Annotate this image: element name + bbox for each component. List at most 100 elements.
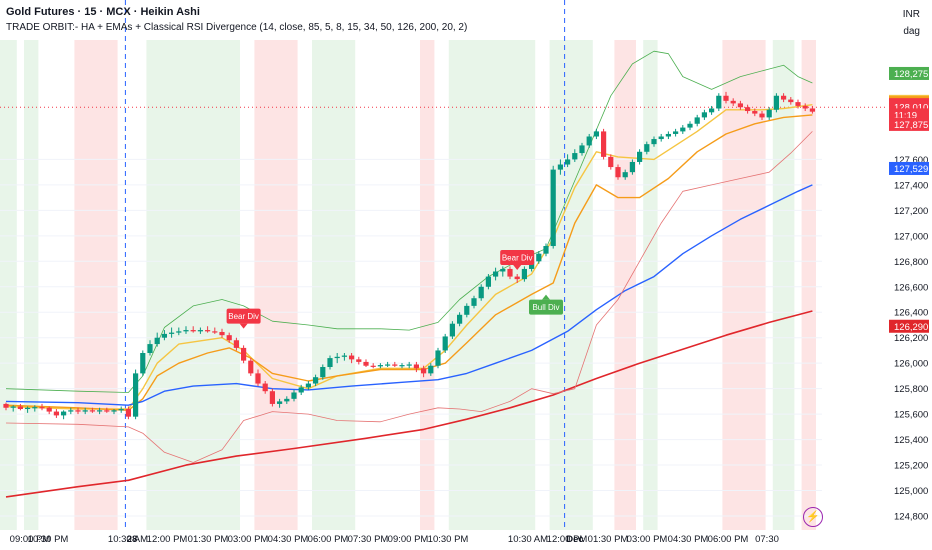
candle-body xyxy=(622,172,628,178)
label-text: Bear Div xyxy=(228,312,259,321)
candle-body xyxy=(68,410,74,412)
candle xyxy=(471,295,477,309)
candle-body xyxy=(75,410,81,412)
candle xyxy=(313,374,319,387)
lightning-bolt-icon[interactable]: ⚡ xyxy=(803,507,823,527)
candle-body xyxy=(161,333,167,338)
candle-body xyxy=(543,246,549,254)
candle xyxy=(10,405,16,412)
candle xyxy=(183,326,189,334)
label-text: Bear Div xyxy=(502,253,533,262)
candle xyxy=(89,407,95,413)
candle-body xyxy=(586,136,592,146)
candle-body xyxy=(169,332,175,334)
candle-body xyxy=(233,340,239,348)
candle-body xyxy=(680,127,686,132)
session-label[interactable]: dag xyxy=(903,26,920,37)
candle-body xyxy=(413,364,419,369)
x-tick-label: 06:00 PM xyxy=(308,534,349,545)
candle-body xyxy=(356,359,362,362)
bear-divergence-label: Bear Div xyxy=(226,308,261,329)
x-tick-label: 03:00 PM xyxy=(228,534,269,545)
candle xyxy=(795,99,801,109)
candle xyxy=(392,361,398,368)
candle-body xyxy=(140,352,146,374)
candle-body xyxy=(341,355,347,357)
candle xyxy=(781,93,787,103)
bull-divergence-label: Bull Div xyxy=(529,294,563,315)
candle xyxy=(154,332,160,347)
candle-body xyxy=(39,407,45,409)
candle-body xyxy=(305,383,311,388)
candle xyxy=(320,364,326,380)
candle-body xyxy=(651,139,657,145)
indicator-line xyxy=(5,50,813,393)
price-label-box xyxy=(889,319,929,333)
x-tick-label: 06:00 PM xyxy=(708,534,749,545)
candle xyxy=(413,361,419,373)
candle-body xyxy=(493,271,499,277)
candle-body xyxy=(802,105,808,109)
x-tick-label: 12:00 PM xyxy=(147,534,188,545)
candle xyxy=(745,104,751,114)
candle xyxy=(637,149,643,165)
candle-body xyxy=(392,364,398,366)
candle xyxy=(233,337,239,351)
y-tick-label: 126,800 xyxy=(894,257,928,268)
x-tick-label: 09:00 PM xyxy=(388,534,429,545)
y-tick-label: 126,000 xyxy=(894,359,928,370)
candle xyxy=(493,267,499,281)
candle-body xyxy=(183,330,189,332)
candle xyxy=(694,114,700,127)
candle xyxy=(644,141,650,155)
y-tick-label: 126,200 xyxy=(894,333,928,344)
candle-body xyxy=(154,337,160,345)
x-tick-label: 10:30 AM xyxy=(508,534,548,545)
candle-body xyxy=(17,406,23,410)
bear-divergence-label: Bear Div xyxy=(500,249,535,270)
background-band xyxy=(643,40,658,530)
candle xyxy=(341,352,347,361)
x-tick-label: 07:30 xyxy=(755,534,779,545)
candle-body xyxy=(363,361,369,366)
price-label-text: 11:19 xyxy=(894,110,917,121)
candle-body xyxy=(478,286,484,299)
candle xyxy=(802,103,808,112)
candle xyxy=(766,107,772,120)
y-tick-label: 125,200 xyxy=(894,461,928,472)
indicator-line xyxy=(5,184,813,406)
x-tick-label: 01:30 PM xyxy=(588,534,629,545)
candle xyxy=(730,98,736,106)
candle xyxy=(478,284,484,301)
candle xyxy=(140,350,146,376)
candle xyxy=(752,108,758,117)
candle xyxy=(622,169,628,180)
symbol-title[interactable]: Gold Futures · 15 · MCX · Heikin Ashi xyxy=(6,6,200,18)
candle-body xyxy=(125,409,131,417)
background-band xyxy=(0,40,17,530)
candle xyxy=(61,410,67,420)
candle-body xyxy=(737,103,743,108)
candle-body xyxy=(104,410,110,412)
candle xyxy=(176,327,182,336)
candle-body xyxy=(327,358,333,368)
indicator-legend[interactable]: TRADE ORBIT:- HA + EMAs + Classical RSI … xyxy=(6,22,468,33)
candle xyxy=(550,165,556,249)
candle xyxy=(25,406,31,413)
y-tick-label: 127,200 xyxy=(894,206,928,217)
candle xyxy=(680,125,686,134)
candle-body xyxy=(701,112,707,118)
candle-body xyxy=(197,330,203,332)
price-axis-label: 127,875 xyxy=(889,117,929,131)
candle xyxy=(32,405,38,412)
candle-body xyxy=(471,298,477,306)
candle-body xyxy=(615,167,621,178)
candle-body xyxy=(370,365,376,367)
x-tick-label: 10:30 AM xyxy=(108,534,148,545)
candle-body xyxy=(277,401,283,404)
candle-body xyxy=(629,161,635,173)
candle xyxy=(665,131,671,140)
candle xyxy=(565,154,571,168)
candle xyxy=(737,100,743,110)
